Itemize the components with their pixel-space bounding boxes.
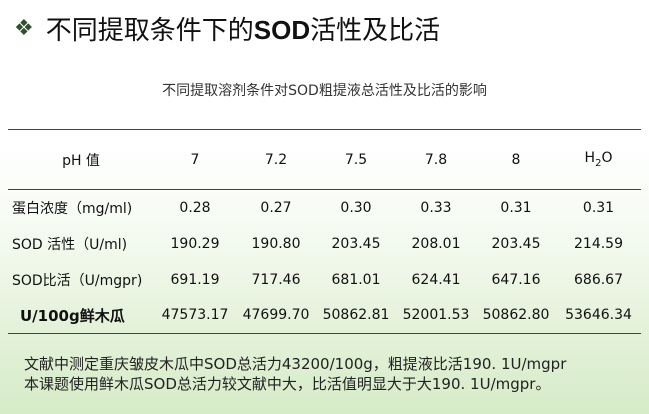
header-ph-label: pH 值	[62, 152, 100, 169]
table-cell: 203.45	[491, 235, 541, 252]
row-label: 蛋白浓度（mg/ml)	[12, 200, 133, 217]
table-caption: 不同提取溶剂条件对SOD粗提液总活性及比活的影响	[162, 83, 487, 99]
table-cell: 47699.70	[242, 307, 310, 324]
table-cell: 647.16	[491, 271, 541, 288]
row-label: U/100g鲜木瓜	[20, 306, 125, 325]
diamond-bullet-icon: ❖	[14, 15, 34, 41]
table-cell: 53646.34	[565, 307, 632, 324]
table-cell: 190.80	[251, 235, 301, 252]
table-cell: 52001.53	[402, 307, 470, 324]
sod-activity-table: pH 值 7 7.2 7.5 7.8 8 H2O 蛋白浓度（mg/ml) 0.2…	[8, 129, 641, 334]
note-line: 文献中测定重庆皱皮木瓜中SOD总活力43200/100g，粗提液比活190. 1…	[24, 355, 567, 373]
table-cell: 203.45	[331, 235, 381, 252]
table-row: 蛋白浓度（mg/ml) 0.28 0.27 0.30 0.33 0.31 0.3…	[8, 190, 641, 226]
table-cell: 624.41	[411, 271, 461, 288]
table-cell: 208.01	[411, 235, 461, 252]
row-label: SOD 活性（U/ml)	[12, 236, 128, 253]
table-cell: 0.30	[340, 199, 372, 216]
table-cell: 0.31	[582, 199, 615, 216]
table-cell: 0.33	[420, 199, 452, 216]
table-row: U/100g鲜木瓜 47573.17 47699.70 50862.81 520…	[8, 298, 641, 334]
table-cell: 0.31	[500, 199, 532, 216]
note-line: 本课题使用鲜木瓜SOD总活力较文献中大，比活值明显大于大190. 1U/mgpr…	[24, 375, 551, 393]
table-cell: 190.29	[170, 235, 220, 252]
table-cell: 0.28	[179, 199, 211, 216]
column-header: 7.2	[264, 151, 288, 168]
table-cell: 681.01	[331, 271, 381, 288]
notes-block: 文献中测定重庆皱皮木瓜中SOD总活力43200/100g，粗提液比活190. 1…	[24, 354, 566, 394]
column-header: 8	[511, 151, 521, 168]
slide-title: ❖ 不同提取条件下的SOD活性及比活	[14, 8, 440, 48]
table-cell: 47573.17	[161, 307, 229, 324]
column-header: 7	[190, 151, 200, 168]
slide-title-text: 不同提取条件下的SOD活性及比活	[45, 14, 441, 46]
table-cell: 214.59	[574, 235, 623, 252]
table-row: SOD比活（U/mgpr) 691.19 717.46 681.01 624.4…	[8, 262, 641, 298]
table-row: SOD 活性（U/ml) 190.29 190.80 203.45 208.01…	[8, 226, 641, 262]
table-cell: 717.46	[251, 271, 301, 288]
row-label: SOD比活（U/mgpr)	[12, 272, 143, 289]
table-cell: 0.27	[260, 199, 292, 216]
column-header: 7.8	[424, 151, 448, 168]
table-cell: 691.19	[170, 271, 220, 288]
column-header: 7.5	[344, 151, 368, 168]
table-cell: 686.67	[574, 271, 623, 288]
table-cell: 50862.80	[482, 307, 550, 324]
table-cell: 50862.81	[322, 307, 390, 324]
column-header-h2o: H2O	[584, 150, 613, 169]
table-header-row: pH 值 7 7.2 7.5 7.8 8 H2O	[8, 129, 641, 190]
